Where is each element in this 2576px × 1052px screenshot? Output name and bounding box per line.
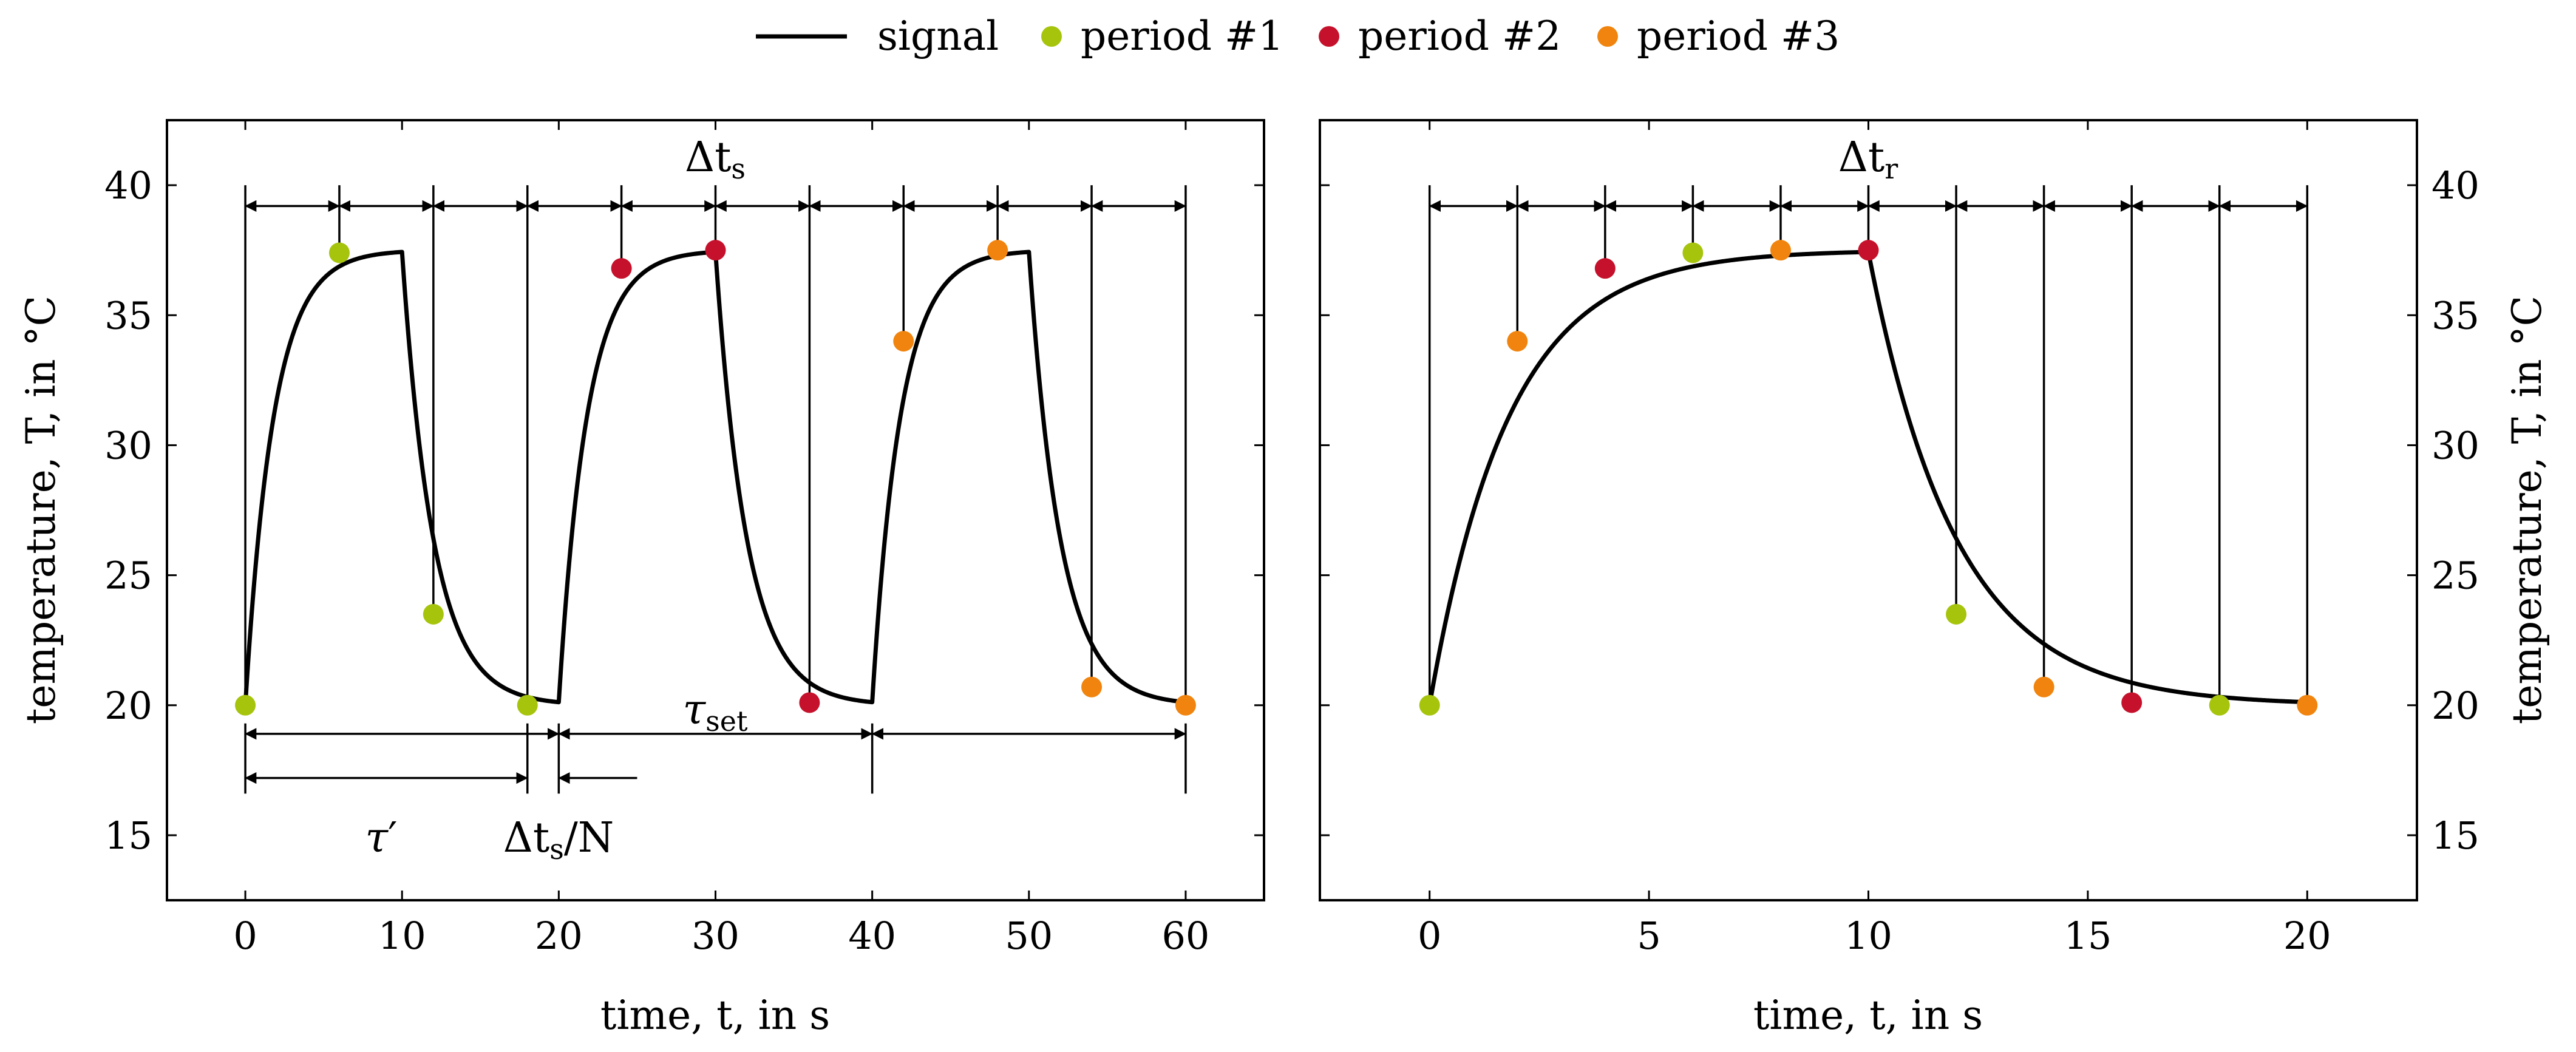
right-y-tick-label: 30: [2432, 423, 2479, 467]
left-annotation-tau-prime: τ′: [365, 814, 397, 862]
left-x-tick-label: 0: [233, 914, 257, 958]
right-sample-points: [1419, 240, 2318, 716]
right-sample-point-period-3: [1770, 240, 1791, 261]
right-x-tick-label: 5: [1637, 914, 1660, 958]
legend-period1-marker: [1041, 26, 1062, 47]
right-x-tick-label: 0: [1418, 914, 1441, 958]
left-ticks: 0 10 20 30 40 50 60 15 20 25 30 35 40: [104, 120, 1264, 958]
right-sample-point-period-1: [1419, 694, 1440, 716]
right-y-tick-label: 15: [2432, 813, 2479, 858]
right-sample-point-period-1: [2209, 694, 2230, 716]
legend-period1-label: period #1: [1081, 13, 1283, 59]
left-panel: 0 10 20 30 40 50 60 15 20 25 30 35 40 Δts τset τ′ Δt…: [18, 119, 1265, 1039]
legend-period2-label: period #2: [1358, 13, 1561, 59]
left-sample-point-period-3: [987, 240, 1008, 261]
left-annotation-delta-ts-over-n: Δts/N: [503, 814, 614, 866]
left-x-tick-label: 20: [535, 914, 583, 958]
left-y-tick-label: 25: [104, 554, 152, 598]
right-ticks: 0 5 10 15 20 15 20 25 30 35 40: [1320, 120, 2479, 958]
legend-period2-marker: [1319, 26, 1339, 47]
left-sample-point-period-2: [611, 258, 632, 279]
left-x-tick-label: 10: [378, 914, 426, 958]
left-x-tick-label: 50: [1005, 914, 1053, 958]
left-x-tick-label: 40: [848, 914, 896, 958]
left-sample-point-period-1: [235, 694, 256, 716]
left-sample-point-period-1: [423, 603, 444, 625]
right-x-tick-label: 20: [2283, 914, 2331, 958]
right-sample-point-period-3: [2297, 694, 2318, 716]
left-y-tick-label: 20: [104, 684, 152, 728]
left-span-arrows: [244, 723, 1187, 794]
right-sample-point-period-1: [1946, 603, 1967, 625]
left-sample-point-period-3: [1175, 694, 1196, 716]
right-annotation-delta-tr: Δtr: [1838, 134, 1898, 185]
right-sample-point-period-2: [2121, 692, 2143, 713]
left-annotation-delta-ts: Δts: [685, 134, 746, 185]
right-sample-point-period-3: [2033, 676, 2054, 697]
left-sample-point-period-3: [1081, 676, 1103, 697]
right-x-tick-label: 15: [2064, 914, 2112, 958]
left-sample-point-period-1: [517, 694, 538, 716]
left-sample-point-period-1: [328, 242, 350, 263]
left-y-tick-label: 15: [104, 813, 152, 858]
legend-signal-label: signal: [877, 13, 999, 59]
left-sample-grid: [244, 185, 1187, 705]
right-sample-point-period-1: [1682, 242, 1704, 263]
right-sample-point-period-2: [1858, 240, 1879, 261]
left-y-tick-label: 40: [104, 163, 152, 208]
right-y-tick-label: 20: [2432, 684, 2479, 728]
left-annotation-tau-set: τset: [683, 686, 748, 738]
left-x-tick-label: 30: [692, 914, 739, 958]
left-x-axis-label: time, t, in s: [600, 992, 830, 1039]
right-y-tick-label: 40: [2432, 163, 2479, 208]
right-y-tick-label: 25: [2432, 554, 2479, 598]
right-x-axis-label: time, t, in s: [1753, 992, 1983, 1039]
legend-period3-label: period #3: [1637, 13, 1840, 59]
right-sample-point-period-3: [1507, 331, 1528, 352]
right-y-axis-label: temperature, T, in °C: [2504, 296, 2551, 724]
left-y-tick-label: 35: [104, 293, 152, 338]
left-signal-line: [243, 249, 1187, 705]
left-y-tick-label: 30: [104, 423, 152, 467]
right-signal-line: [1427, 249, 2309, 706]
left-sample-points: [235, 240, 1196, 716]
right-sample-grid: [1428, 185, 2309, 705]
right-panel: 0 5 10 15 20 15 20 25 30 35 40 Δtr time, t, in s t…: [1319, 119, 2551, 1039]
left-sample-point-period-2: [705, 240, 726, 261]
legend: signal period #1 period #2 period #3: [756, 13, 1840, 59]
right-sample-point-period-2: [1594, 258, 1616, 279]
right-y-tick-label: 35: [2432, 293, 2479, 338]
legend-period3-marker: [1597, 26, 1618, 47]
left-sample-point-period-3: [893, 331, 914, 352]
right-x-tick-label: 10: [1844, 914, 1892, 958]
left-y-axis-label: temperature, T, in °C: [18, 296, 64, 724]
left-sample-point-period-2: [799, 692, 820, 713]
left-x-tick-label: 60: [1161, 914, 1209, 958]
